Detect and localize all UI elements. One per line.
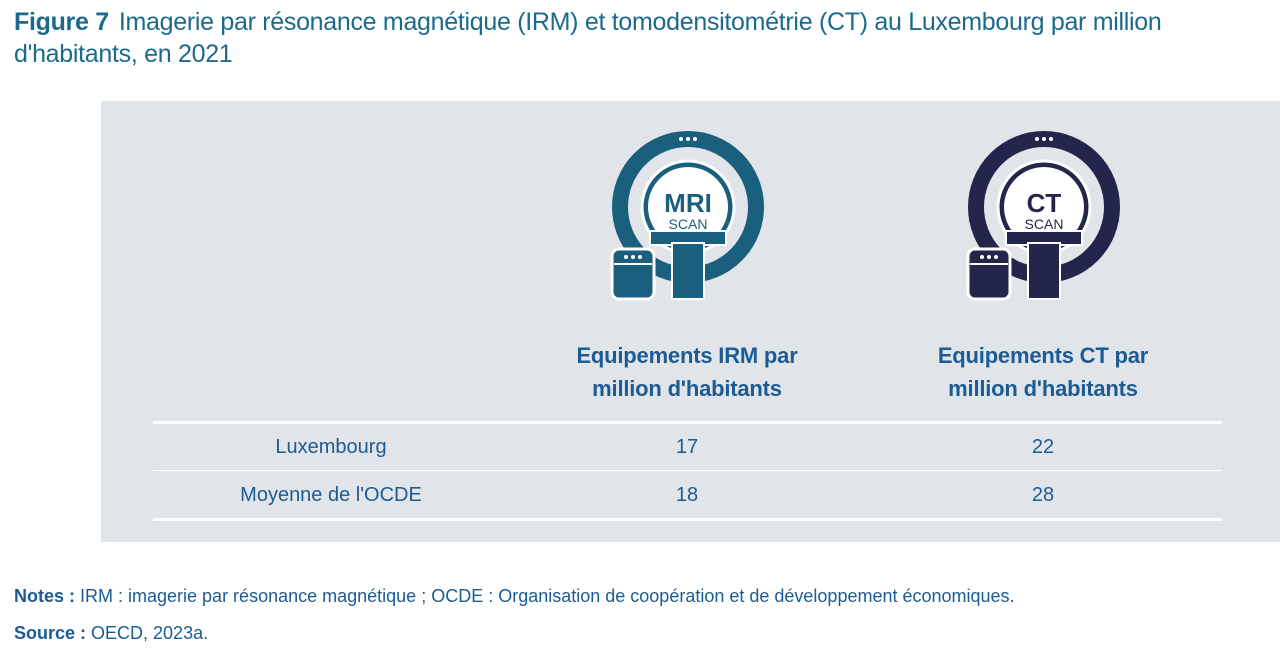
cell-ocde-irm: 18 [675, 484, 699, 506]
mri-icon-line2: SCAN [669, 216, 708, 232]
notes-text: IRM : imagerie par résonance magnétique … [75, 586, 1015, 606]
row-label-luxembourg: Luxembourg [275, 436, 387, 458]
source-line: Source : OECD, 2023a. [14, 621, 208, 645]
figure-label: Figure 7 [14, 8, 109, 36]
table-top-rule [153, 421, 1222, 424]
table-bottom-rule [153, 518, 1222, 521]
notes-label: Notes : [14, 586, 76, 606]
column-header-irm: Equipements IRM par million d'habitants [537, 339, 837, 405]
figure-title-text: Imagerie par résonance magnétique (IRM) … [14, 8, 1162, 68]
ct-icon-line2: SCAN [1025, 216, 1064, 232]
column-header-ct-line2: million d'habitants [948, 376, 1138, 401]
row-label-ocde: Moyenne de l'OCDE [240, 484, 422, 506]
ct-scanner-icon: CT SCAN [964, 127, 1124, 302]
mri-scanner-icon: MRI SCAN [608, 127, 768, 302]
column-header-irm-line1: Equipements IRM par [576, 343, 798, 368]
mri-icon-line1: MRI [664, 188, 712, 218]
cell-ocde-ct: 28 [1031, 484, 1055, 506]
column-header-irm-line2: million d'habitants [592, 376, 782, 401]
source-text: OECD, 2023a. [86, 623, 209, 643]
column-header-ct-line1: Equipements CT par [937, 343, 1149, 368]
table-row-divider [153, 470, 1222, 471]
column-header-ct: Equipements CT par million d'habitants [893, 339, 1193, 405]
cell-luxembourg-ct: 22 [1031, 436, 1055, 458]
cell-luxembourg-irm: 17 [675, 436, 699, 458]
figure-title: Figure 7 Imagerie par résonance magnétiqu… [14, 6, 1274, 70]
source-label: Source : [14, 623, 87, 643]
ct-icon-line1: CT [1027, 188, 1062, 218]
notes-line: Notes : IRM : imagerie par résonance mag… [14, 584, 1015, 608]
